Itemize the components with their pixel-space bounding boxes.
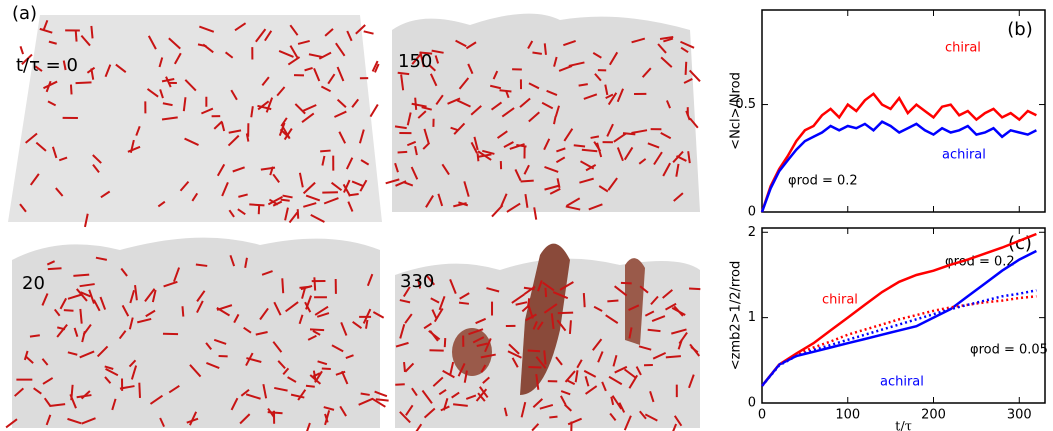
tube [452,328,492,376]
snapshot-label: 20 [22,273,45,294]
snapshots [6,14,700,431]
rod [366,320,367,329]
series-line [762,296,1036,386]
rod [139,383,140,398]
y-tick-label: 0 [748,205,756,220]
rod [306,386,315,387]
rod [648,330,661,331]
annotation: φrod = 0.2 [788,174,858,189]
x-tick-label: 0 [758,408,766,423]
rod [570,320,571,334]
rod [532,53,541,54]
figure: (a) t/τ = 0 150 20 330 (b) φrod = 0.2 ch… [0,0,1053,431]
rod [528,351,540,352]
rod [73,275,89,276]
rod [182,306,183,316]
rod [30,335,40,336]
rod [298,209,299,218]
series-label: achiral [880,375,924,390]
series-line [762,290,1036,386]
rod [544,350,545,364]
series-line [762,122,1036,212]
rod [459,303,469,304]
rod [607,301,618,302]
y-tick-label: 0 [748,396,756,411]
series-label: achiral [942,148,986,163]
x-tick-label: 200 [921,408,946,423]
series-label: chiral [945,41,981,56]
rod [80,309,81,324]
rod [398,152,408,153]
series-label: chiral [822,293,858,308]
membrane [12,238,380,428]
rod [584,293,585,307]
membrane [392,14,700,212]
rod [549,417,557,418]
rod [71,85,72,95]
rod [64,310,74,311]
rod [249,204,264,205]
rod [48,268,62,269]
rod [310,329,324,330]
rod [196,265,207,266]
rod [322,368,331,369]
rod [299,287,310,288]
rod [558,313,573,314]
y-tick-label: 2 [748,225,756,240]
rod [282,278,283,293]
rod [281,200,290,201]
rod [528,367,541,368]
rod [666,356,681,357]
rod [370,105,377,117]
rod [349,194,359,195]
rod [91,26,92,38]
y-axis-label: <zmb2>1/2/rrod [729,261,744,370]
rod [404,362,405,372]
rod [398,73,409,74]
rod [621,283,632,284]
panel-label: (a) [12,3,37,24]
rod [361,394,370,395]
rod [364,31,374,33]
rod [20,46,23,54]
x-tick-label: 300 [1007,408,1032,423]
rod [314,277,315,290]
rod [376,399,389,400]
rod [574,145,585,146]
series-line [762,94,1036,212]
panel-label: (b) [1007,19,1032,40]
y-axis-label: <Ncl>/Nrod [729,72,744,150]
x-tick-label: 100 [835,408,860,423]
rod [320,151,330,152]
rod [76,82,92,83]
rod [545,288,546,297]
annotation: φrod = 0.05 [970,343,1048,358]
rod [521,181,534,182]
rod [545,43,546,54]
rod [76,31,77,42]
rod [500,90,512,91]
snapshot-label: 330 [400,271,434,292]
snapshot-label: 150 [398,51,432,72]
snapshot-label: t/τ = 0 [16,55,78,76]
x-axis-label: t/τ [895,420,912,431]
rod [689,288,700,289]
y-tick-label: 1 [748,310,756,325]
rod [686,62,687,75]
